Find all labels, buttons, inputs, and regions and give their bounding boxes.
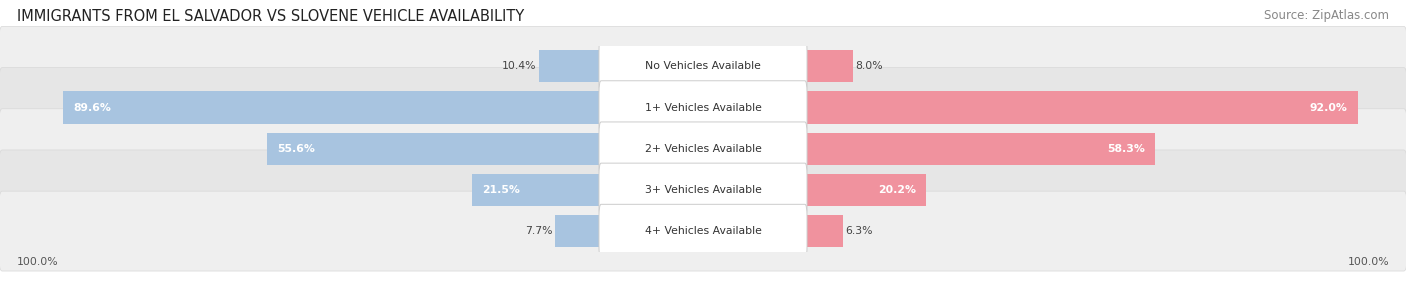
Text: 58.3%: 58.3% [1107, 144, 1144, 154]
Text: 55.6%: 55.6% [277, 144, 315, 154]
Bar [804, 133, 1156, 165]
Text: 10.4%: 10.4% [502, 61, 537, 71]
FancyBboxPatch shape [0, 150, 1406, 230]
FancyBboxPatch shape [0, 109, 1406, 189]
Text: Source: ZipAtlas.com: Source: ZipAtlas.com [1264, 9, 1389, 21]
Bar [804, 215, 842, 247]
FancyBboxPatch shape [0, 191, 1406, 271]
Text: 7.7%: 7.7% [526, 226, 553, 236]
Bar [555, 215, 602, 247]
Text: 4+ Vehicles Available: 4+ Vehicles Available [644, 226, 762, 236]
Bar [62, 92, 602, 124]
FancyBboxPatch shape [599, 204, 807, 258]
Text: 3+ Vehicles Available: 3+ Vehicles Available [644, 185, 762, 195]
FancyBboxPatch shape [599, 39, 807, 93]
FancyBboxPatch shape [0, 67, 1406, 148]
Bar [267, 133, 602, 165]
FancyBboxPatch shape [0, 26, 1406, 106]
Text: 6.3%: 6.3% [845, 226, 872, 236]
Text: 21.5%: 21.5% [482, 185, 520, 195]
Bar [804, 92, 1358, 124]
FancyBboxPatch shape [599, 81, 807, 134]
Bar [472, 174, 602, 206]
Text: 1+ Vehicles Available: 1+ Vehicles Available [644, 103, 762, 112]
FancyBboxPatch shape [599, 163, 807, 217]
Bar [804, 50, 853, 82]
Text: 8.0%: 8.0% [855, 61, 883, 71]
Text: 100.0%: 100.0% [17, 257, 59, 267]
Text: 2+ Vehicles Available: 2+ Vehicles Available [644, 144, 762, 154]
Text: 89.6%: 89.6% [73, 103, 111, 112]
Text: 92.0%: 92.0% [1309, 103, 1347, 112]
FancyBboxPatch shape [599, 122, 807, 176]
Text: 20.2%: 20.2% [877, 185, 915, 195]
Text: 100.0%: 100.0% [1347, 257, 1389, 267]
Text: IMMIGRANTS FROM EL SALVADOR VS SLOVENE VEHICLE AVAILABILITY: IMMIGRANTS FROM EL SALVADOR VS SLOVENE V… [17, 9, 524, 23]
Text: No Vehicles Available: No Vehicles Available [645, 61, 761, 71]
Bar [804, 174, 927, 206]
Bar [538, 50, 602, 82]
